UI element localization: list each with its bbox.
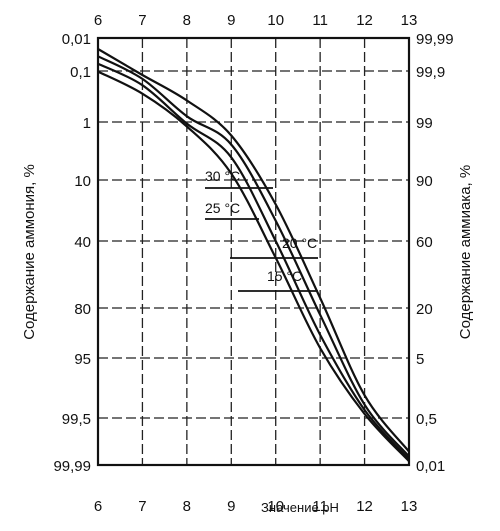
curve-label: 30 °C — [205, 168, 240, 184]
x-tick-label-bottom: 13 — [401, 498, 418, 515]
y-axis-title-right: Содержание аммиака, % — [457, 165, 474, 339]
y-tick-label-left: 95 — [74, 351, 91, 368]
x-tick-label-top: 12 — [356, 12, 373, 29]
curve-labels: 30 °C 25 °C 20 °C 15 °C — [205, 168, 318, 292]
y-tick-label-right: 99,99 — [416, 31, 454, 48]
y-tick-label-left: 0,01 — [62, 31, 91, 48]
y-tick-label-left: 99,5 — [62, 411, 91, 428]
y-ticks-left: 0,01 0,1 1 10 40 80 95 99,5 99,99 — [53, 31, 91, 475]
y-tick-label-left: 40 — [74, 234, 91, 251]
curve-label: 25 °C — [205, 200, 240, 216]
x-axis-title: Значение pH — [261, 500, 339, 515]
curve-label: 15 °C — [267, 268, 302, 284]
x-tick-label-top: 13 — [401, 12, 418, 29]
x-tick-label-bottom: 9 — [227, 498, 235, 515]
series-line-4 — [97, 48, 410, 453]
y-tick-label-right: 99 — [416, 115, 433, 132]
series-line-2 — [97, 62, 410, 460]
y-tick-label-right: 90 — [416, 173, 433, 190]
x-tick-label-bottom: 8 — [183, 498, 191, 515]
y-tick-label-left: 99,99 — [53, 458, 91, 475]
y-tick-label-left: 80 — [74, 301, 91, 318]
x-tick-label-bottom: 11 — [312, 498, 328, 515]
x-tick-label-bottom: 10 — [267, 498, 284, 515]
x-tick-label-bottom: 6 — [94, 498, 102, 515]
grid — [97, 37, 410, 466]
y-tick-label-left: 1 — [83, 115, 91, 132]
y-tick-label-left: 10 — [74, 173, 91, 190]
curve-label: 20 °C — [282, 235, 317, 251]
x-tick-label-top: 7 — [138, 12, 146, 29]
y-tick-label-right: 20 — [416, 301, 433, 318]
curves — [97, 48, 410, 462]
x-tick-label-top: 9 — [227, 12, 235, 29]
x-tick-label-top: 6 — [94, 12, 102, 29]
series-line-1 — [97, 70, 410, 462]
y-tick-label-right: 0,01 — [416, 458, 445, 475]
x-tick-label-top: 8 — [183, 12, 191, 29]
y-tick-label-right: 5 — [416, 351, 424, 368]
y-tick-label-right: 0,5 — [416, 411, 437, 428]
y-axis-title-left: Содержание аммония, % — [21, 164, 38, 340]
x-tick-label-bottom: 12 — [356, 498, 373, 515]
series-line-3 — [97, 55, 410, 458]
x-tick-label-top: 11 — [312, 12, 328, 29]
plot-frame — [96, 36, 411, 467]
y-tick-label-right: 60 — [416, 234, 433, 251]
x-tick-label-bottom: 7 — [138, 498, 146, 515]
x-ticks-bottom: 6 7 8 9 10 11 12 13 — [94, 498, 418, 515]
y-tick-label-right: 99,9 — [416, 64, 445, 81]
x-ticks-top: 6 7 8 9 10 11 12 13 — [94, 12, 418, 29]
y-ticks-right: 99,99 99,9 99 90 60 20 5 0,5 0,01 — [416, 31, 454, 475]
x-tick-label-top: 10 — [267, 12, 284, 29]
y-tick-label-left: 0,1 — [70, 64, 91, 81]
